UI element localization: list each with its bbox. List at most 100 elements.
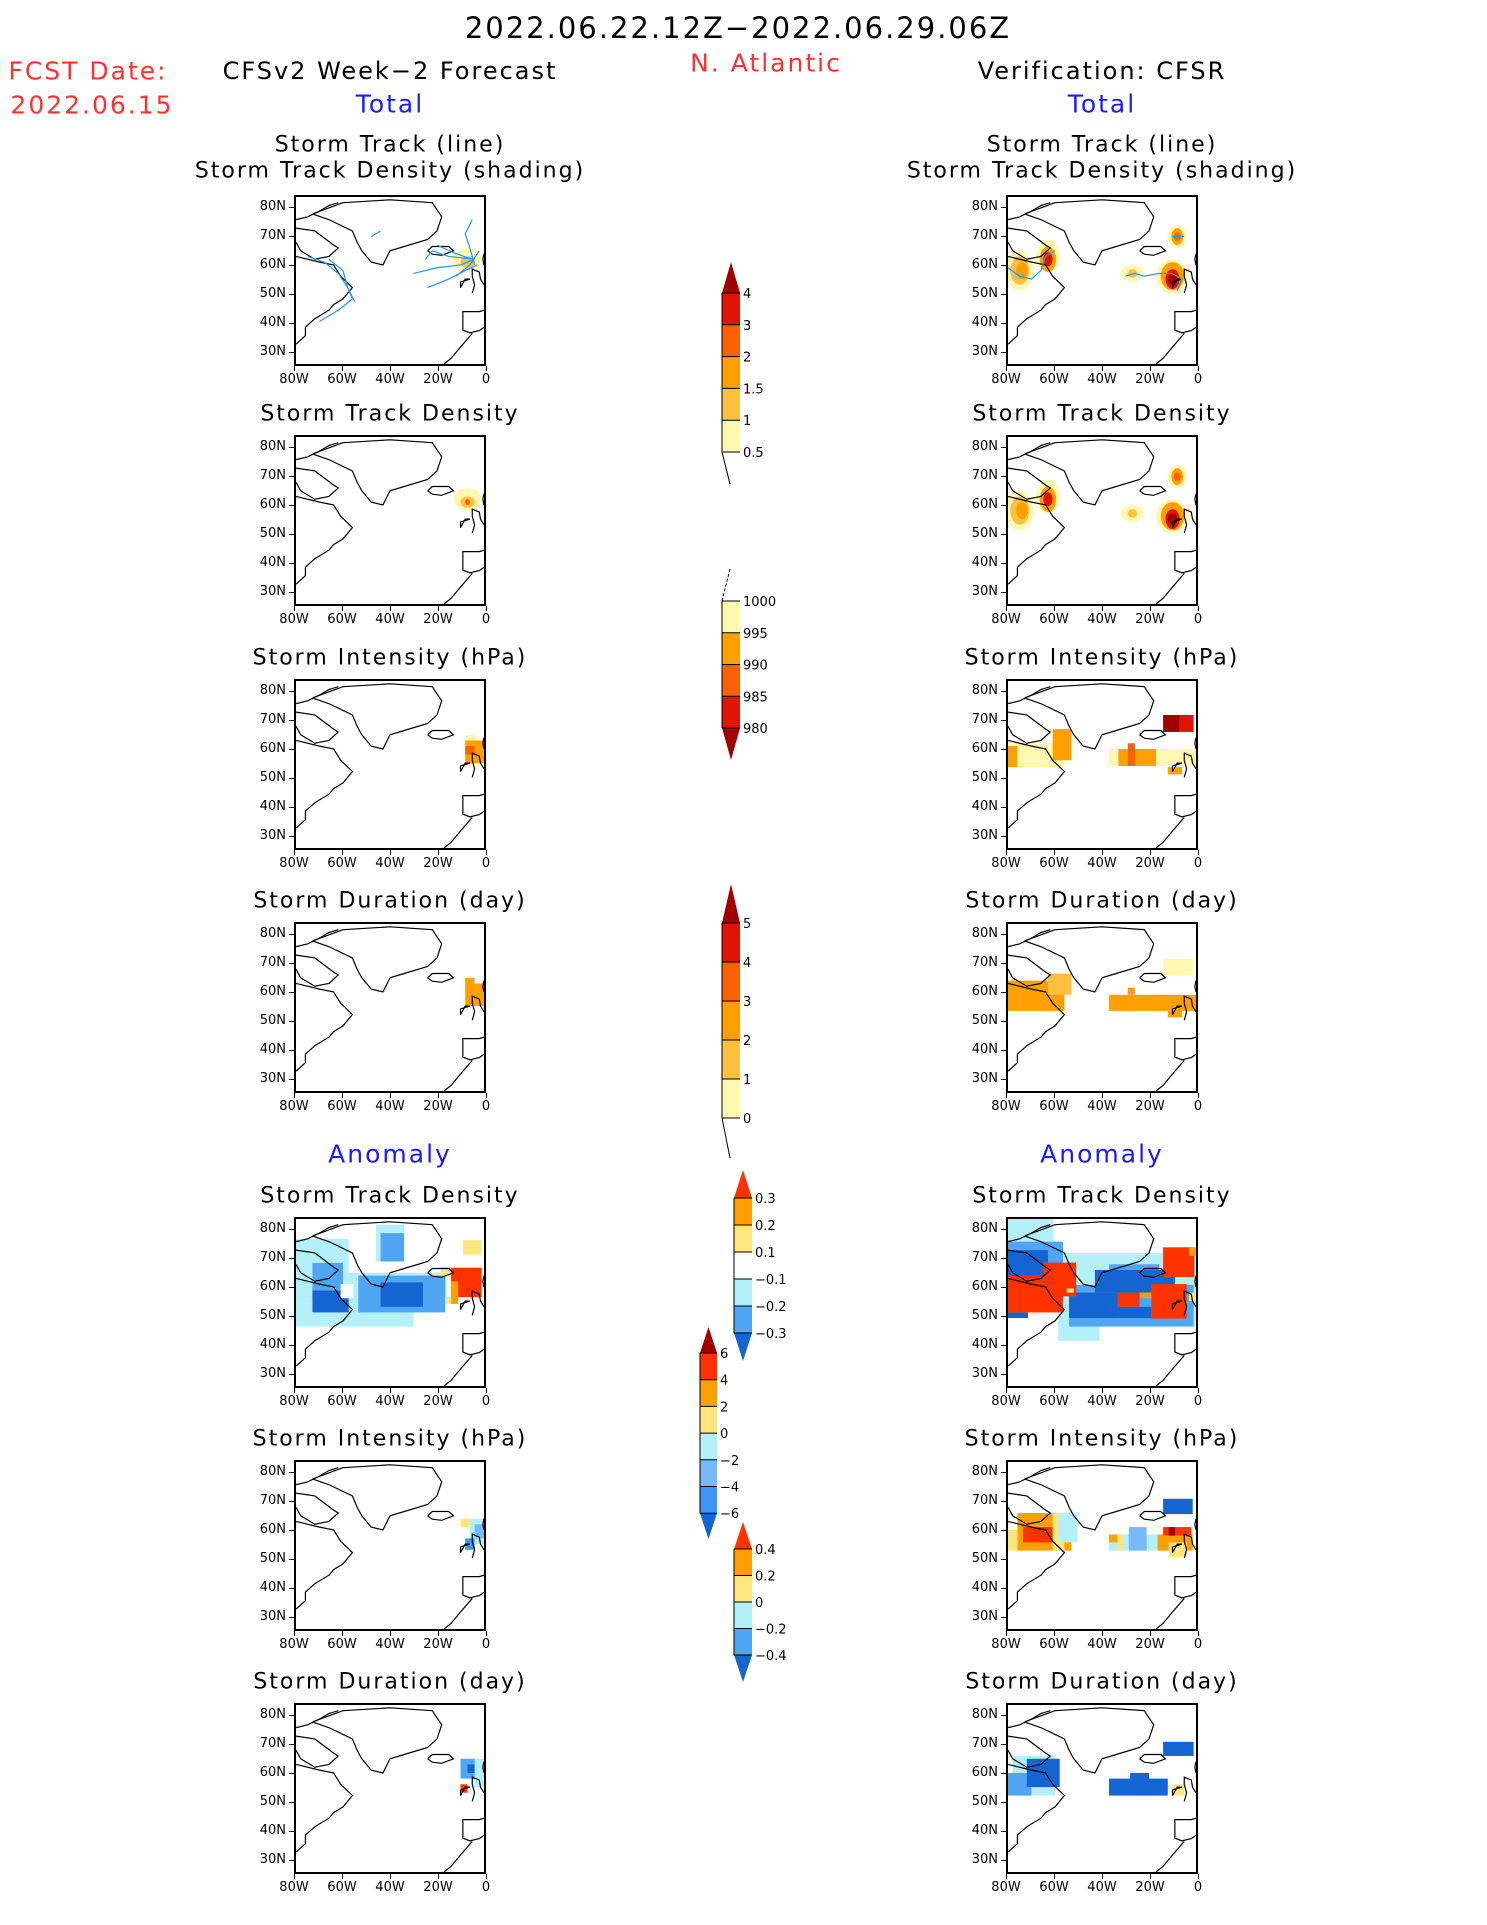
lon-tick-label: 40W (375, 372, 405, 387)
lon-tick (294, 366, 295, 371)
coastline (1008, 712, 1050, 743)
coastline (296, 712, 338, 743)
shaded-cell (1058, 1326, 1100, 1341)
lat-tick-label: 60N (259, 496, 286, 512)
lat-tick-label: 80N (259, 1706, 286, 1722)
lat-tick-label: 60N (259, 740, 286, 756)
lat-tick-label: 50N (971, 525, 998, 541)
lon-tick (1102, 606, 1103, 611)
lon-tick-label: 60W (1039, 856, 1069, 871)
verification-map (1006, 1703, 1198, 1874)
shaded-cell (460, 1518, 473, 1528)
shaded-cell (1109, 994, 1196, 1011)
lon-tick-label: 20W (423, 856, 453, 871)
lon-tick-label: 40W (1087, 1637, 1117, 1652)
lon-tick (342, 606, 343, 611)
lat-tick-label: 30N (971, 1365, 998, 1381)
coastline (428, 1269, 454, 1278)
lon-tick-label: 0 (1193, 1394, 1203, 1409)
coastline (1173, 1006, 1182, 1014)
colorbar-segment (722, 1001, 740, 1040)
coastline (444, 1060, 472, 1091)
lat-tick-label: 50N (259, 1793, 286, 1809)
lat-tick-label: 50N (971, 769, 998, 785)
lat-tick-label: 80N (971, 682, 998, 698)
shaded-cell (1118, 1306, 1152, 1319)
colorbar-bottom-tail (721, 451, 731, 485)
coastline (1195, 738, 1196, 749)
lon-tick (1054, 366, 1055, 371)
lat-tick (289, 690, 294, 692)
lat-tick (1001, 1315, 1006, 1317)
lon-tick-label: 0 (1193, 856, 1203, 871)
lat-tick (289, 562, 294, 564)
coastline (312, 927, 441, 992)
lat-tick (1001, 1078, 1006, 1080)
lon-tick (1006, 1093, 1007, 1098)
colorbar-label: 2 (743, 351, 751, 366)
lat-tick-label: 60N (259, 1521, 286, 1537)
density-blob (1016, 262, 1028, 280)
lat-tick (289, 806, 294, 808)
lon-tick (1054, 1874, 1055, 1879)
forecast-map (294, 1703, 486, 1874)
lat-tick (289, 1257, 294, 1259)
lon-tick-label: 0 (1193, 372, 1203, 387)
total-label-right: Total (1067, 89, 1137, 119)
colorbar-segment (722, 1040, 740, 1079)
lon-tick-label: 0 (481, 856, 491, 871)
coastline (483, 738, 484, 749)
lon-tick-label: 80W (991, 1394, 1021, 1409)
lon-tick (486, 366, 487, 371)
lon-tick-label: 80W (991, 856, 1021, 871)
shaded-cell (462, 1240, 482, 1255)
lat-tick (1001, 1500, 1006, 1502)
lat-tick (289, 962, 294, 964)
lon-tick (390, 1093, 391, 1098)
shaded-cell (1066, 1288, 1074, 1293)
lat-tick (1001, 690, 1006, 692)
shaded-cell (465, 746, 475, 755)
density-blob (1016, 502, 1028, 520)
lat-tick-label: 40N (971, 1822, 998, 1838)
lon-tick (1054, 1093, 1055, 1098)
lon-tick-label: 80W (279, 856, 309, 871)
lat-tick-label: 60N (971, 496, 998, 512)
shaded-cell (1008, 746, 1018, 768)
lon-tick (486, 1388, 487, 1393)
density-colorbar: 4 3 2 1.5 1 0.5 (721, 262, 764, 485)
colorbar-segment (722, 632, 740, 665)
lat-tick (289, 206, 294, 208)
lon-tick-label: 0 (1193, 1099, 1203, 1114)
forecast-map (294, 1217, 486, 1388)
lon-tick-label: 60W (1039, 1637, 1069, 1652)
coastline (296, 256, 352, 344)
lat-tick (1001, 1743, 1006, 1745)
lon-tick (1102, 366, 1103, 371)
coastline (1008, 468, 1050, 499)
lon-tick-label: 20W (1135, 1099, 1165, 1114)
lat-tick-label: 30N (971, 343, 998, 359)
lat-tick (1001, 562, 1006, 564)
lat-tick-label: 70N (971, 954, 998, 970)
lat-tick-label: 40N (259, 1822, 286, 1838)
lat-tick (289, 991, 294, 993)
coastline (428, 974, 454, 983)
shaded-cell (451, 1281, 459, 1304)
density-blob (1043, 252, 1053, 267)
colorbar-label: 985 (743, 690, 768, 705)
lon-tick (1102, 850, 1103, 855)
map-plot (296, 1219, 484, 1386)
coastline (1024, 200, 1153, 265)
lon-tick-label: 0 (481, 1880, 491, 1895)
colorbar-label: 1 (743, 1073, 751, 1088)
lon-tick (342, 1388, 343, 1393)
lon-tick-label: 0 (481, 1394, 491, 1409)
lon-tick-label: 0 (1193, 612, 1203, 627)
storm-track-line (329, 259, 355, 301)
lat-tick (289, 293, 294, 295)
coastline (1184, 1534, 1196, 1558)
lon-tick (342, 1631, 343, 1636)
panel-title: Storm Track Density (260, 401, 520, 427)
lat-tick (1001, 719, 1006, 721)
